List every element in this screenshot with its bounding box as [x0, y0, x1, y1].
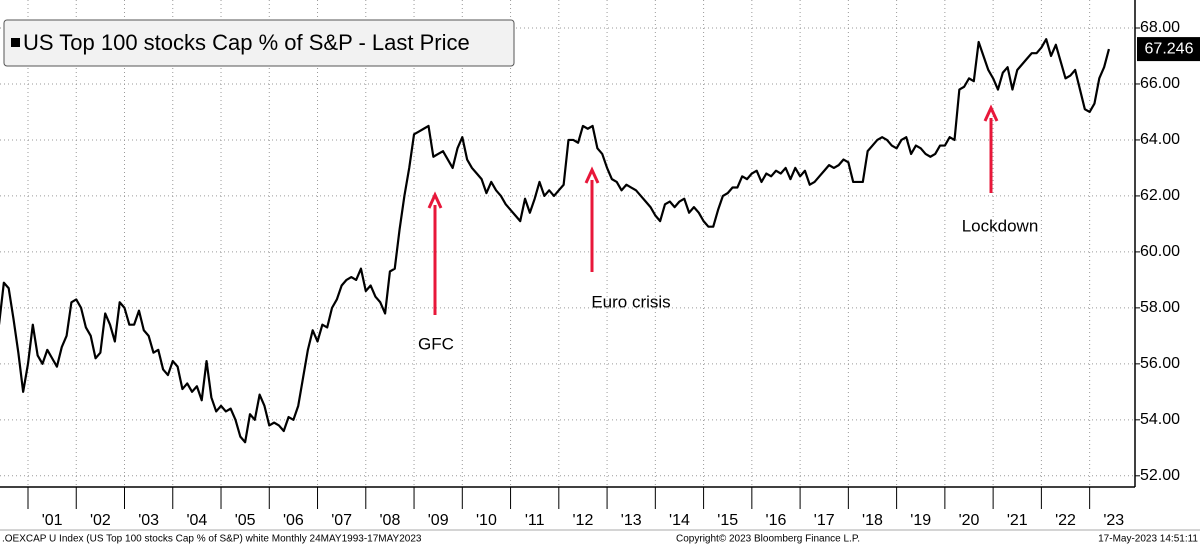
x-tick-label: '05 [235, 512, 256, 529]
x-tick-label: '15 [717, 512, 738, 529]
x-tick-label: '20 [959, 512, 980, 529]
x-tick-label: '16 [766, 512, 787, 529]
x-tick-label: '04 [186, 512, 207, 529]
x-tick-label: '09 [428, 512, 449, 529]
x-tick-label: '08 [379, 512, 400, 529]
x-tick-label: '17 [814, 512, 835, 529]
y-tick-label: 60.00 [1140, 243, 1180, 260]
y-tick-label: 52.00 [1140, 467, 1180, 484]
x-tick-label: '07 [331, 512, 352, 529]
annotation-arrowhead [584, 166, 600, 184]
annotation: GFC [418, 334, 454, 353]
x-tick-label: '13 [621, 512, 642, 529]
plot [0, 38, 1111, 444]
last-price-label: 67.246 [1145, 40, 1194, 57]
y-tick-label: 66.00 [1140, 75, 1180, 92]
x-tick-label: '02 [90, 512, 111, 529]
x-tick-label: '22 [1055, 512, 1076, 529]
footer-center: Copyright© 2023 Bloomberg Finance L.P. [676, 534, 860, 545]
footer-left: .OEXCAP U Index (US Top 100 stocks Cap %… [2, 534, 422, 545]
annotation: Euro crisis [591, 292, 670, 311]
x-tick-label: '14 [669, 512, 690, 529]
x-tick-label: '03 [138, 512, 159, 529]
x-tick-label: '23 [1103, 512, 1124, 529]
x-tick-label: '21 [1007, 512, 1028, 529]
annotation-arrowhead [983, 104, 999, 122]
y-tick-label: 62.00 [1140, 187, 1180, 204]
x-tick-label: '18 [862, 512, 883, 529]
x-tick-label: '19 [910, 512, 931, 529]
x-tick-label: '06 [283, 512, 304, 529]
y-tick-label: 58.00 [1140, 299, 1180, 316]
x-tick-label: '11 [525, 512, 545, 529]
legend-marker [11, 38, 20, 47]
x-tick-label: '01 [42, 512, 63, 529]
legend [3, 19, 515, 67]
annotation-arrowhead [427, 191, 443, 209]
x-tick-label: '12 [573, 512, 594, 529]
annotation: Lockdown [962, 216, 1039, 235]
y-tick-label: 56.00 [1140, 355, 1180, 372]
y-tick-label: 54.00 [1140, 411, 1180, 428]
line-series [0, 38, 1111, 444]
y-tick-label: 64.00 [1140, 131, 1180, 148]
x-tick-label: '10 [476, 512, 497, 529]
footer-right: 17-May-2023 14:51:11 [1098, 534, 1198, 545]
y-tick-label: 68.00 [1140, 19, 1180, 36]
last-price-box [1137, 37, 1200, 62]
legend-label: US Top 100 stocks Cap % of S&P - Last Pr… [23, 30, 470, 55]
